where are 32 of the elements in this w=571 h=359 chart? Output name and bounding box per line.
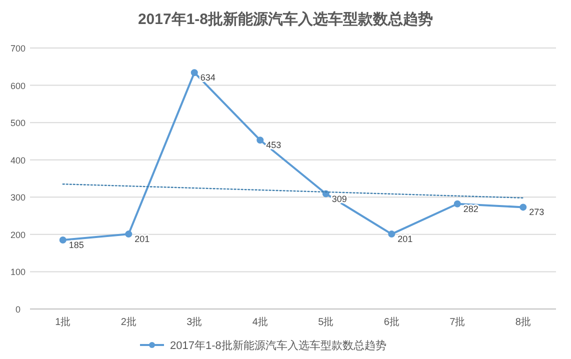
x-tick-label: 6批 xyxy=(384,316,400,328)
legend-label: 2017年1-8批新能源汽车入选车型款数总趋势 xyxy=(170,339,386,352)
point xyxy=(256,136,264,144)
y-tick-label: 400 xyxy=(10,155,26,166)
y-tick-label: 700 xyxy=(10,44,26,54)
x-tick-label: 5批 xyxy=(318,316,334,328)
y-tick-label: 300 xyxy=(10,192,26,203)
x-tick-label: 4批 xyxy=(252,316,268,328)
point xyxy=(454,200,461,208)
data-label: 282 xyxy=(463,204,478,214)
point xyxy=(59,236,66,244)
chart-title: 2017年1-8批新能源汽车入选车型款数总趋势 xyxy=(138,10,434,28)
x-tick-label: 1批 xyxy=(55,316,71,328)
data-label: 453 xyxy=(266,140,282,150)
data-label: 634 xyxy=(200,72,216,83)
x-tick-label: 3批 xyxy=(186,316,202,328)
y-tick-label: 100 xyxy=(10,267,26,278)
data-label: 185 xyxy=(68,240,84,250)
y-tick-label: 600 xyxy=(10,80,26,91)
data-label: 201 xyxy=(134,234,150,244)
y-tick-label: 200 xyxy=(10,230,26,240)
x-tick-label: 2批 xyxy=(120,316,136,328)
data-label: 201 xyxy=(398,234,413,244)
y-tick-label: 500 xyxy=(10,118,26,128)
data-label: 273 xyxy=(529,207,544,218)
x-tick-label: 8批 xyxy=(515,316,531,328)
point xyxy=(388,230,396,238)
y-tick-label: 0 xyxy=(15,304,21,314)
point xyxy=(190,69,198,76)
x-tick-label: 7批 xyxy=(450,316,466,328)
point xyxy=(520,204,527,211)
point xyxy=(125,230,132,238)
